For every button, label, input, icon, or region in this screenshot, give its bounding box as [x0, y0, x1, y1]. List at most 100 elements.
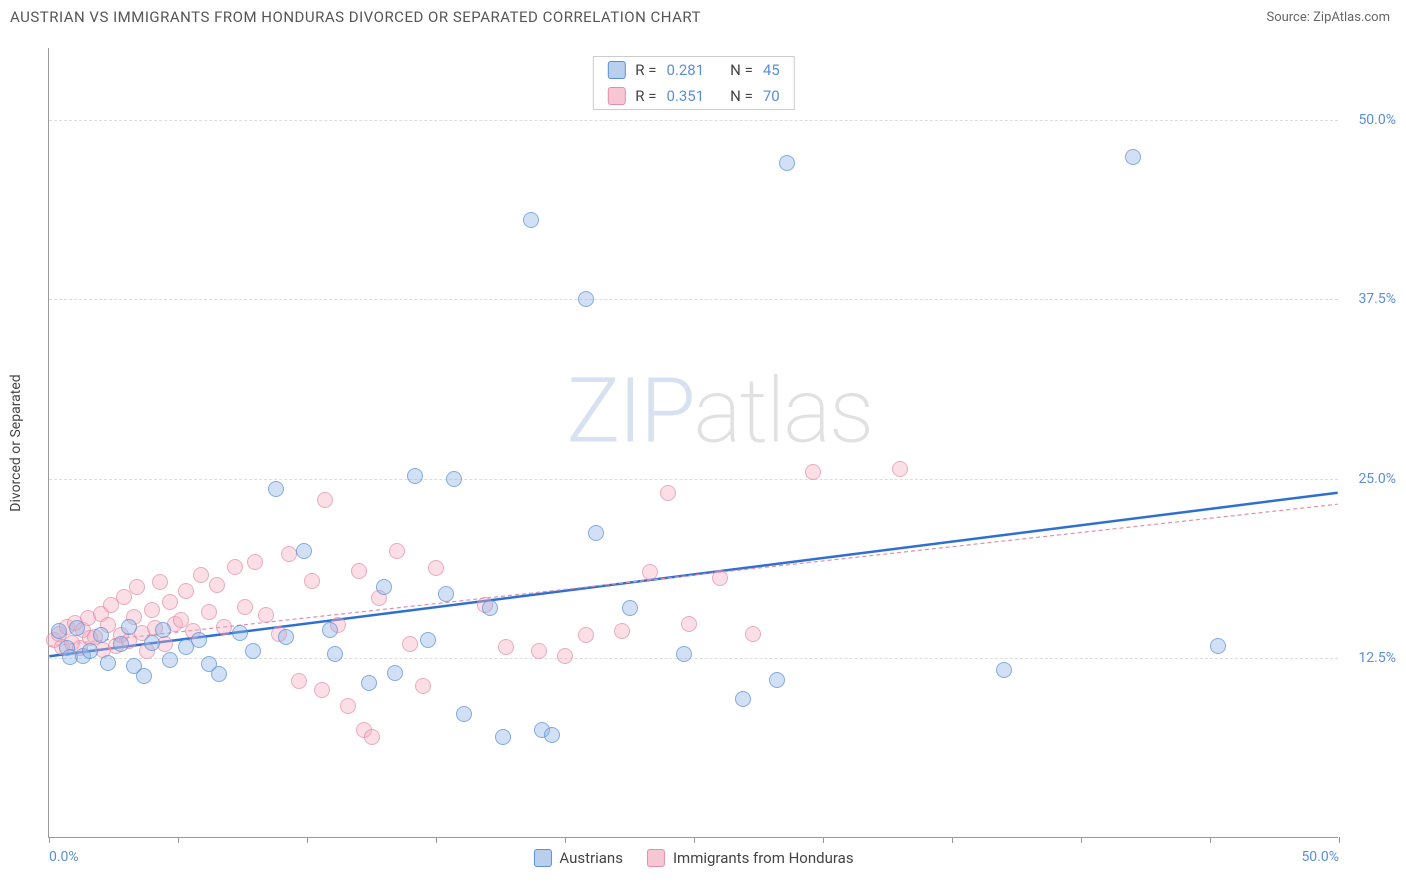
scatter-point-austrians: [438, 586, 454, 602]
x-tick: [952, 837, 953, 843]
scatter-point-austrians: [278, 629, 294, 645]
scatter-point-honduras: [389, 543, 405, 559]
legend-swatch: [647, 849, 665, 867]
scatter-point-honduras: [227, 559, 243, 575]
legend-swatch: [607, 61, 625, 79]
x-tick: [178, 837, 179, 843]
scatter-point-austrians: [93, 627, 109, 643]
scatter-point-honduras: [642, 564, 658, 580]
x-tick: [823, 837, 824, 843]
scatter-point-honduras: [428, 560, 444, 576]
y-tick-label: 12.5%: [1358, 650, 1396, 666]
scatter-point-austrians: [162, 652, 178, 668]
legend-item-honduras: Immigrants from Honduras: [647, 849, 854, 867]
scatter-point-honduras: [712, 570, 728, 586]
source-attribution: Source: ZipAtlas.com: [1266, 10, 1390, 25]
y-tick-label: 25.0%: [1358, 471, 1396, 487]
x-tick-label: 50.0%: [1301, 849, 1339, 865]
scatter-point-austrians: [100, 655, 116, 671]
scatter-point-honduras: [531, 643, 547, 659]
scatter-point-honduras: [805, 464, 821, 480]
scatter-point-honduras: [364, 729, 380, 745]
legend-swatch: [607, 87, 625, 105]
scatter-point-austrians: [544, 727, 560, 743]
scatter-point-austrians: [82, 643, 98, 659]
scatter-point-honduras: [351, 563, 367, 579]
scatter-point-austrians: [322, 622, 338, 638]
scatter-point-austrians: [456, 706, 472, 722]
scatter-point-austrians: [69, 620, 85, 636]
scatter-point-honduras: [247, 554, 263, 570]
chart-area: Divorced or Separated ZIPatlas R =0.281N…: [48, 48, 1388, 838]
plot-region: ZIPatlas R =0.281N =45R =0.351N =70 Aust…: [48, 48, 1338, 838]
scatter-point-austrians: [446, 471, 462, 487]
legend-row-honduras: R =0.351N =70: [593, 83, 793, 109]
x-tick: [1210, 837, 1211, 843]
scatter-point-austrians: [735, 691, 751, 707]
scatter-point-honduras: [216, 619, 232, 635]
scatter-point-austrians: [769, 672, 785, 688]
scatter-point-honduras: [201, 604, 217, 620]
x-tick: [49, 837, 50, 843]
scatter-point-honduras: [291, 673, 307, 689]
gridline: [49, 299, 1338, 300]
scatter-point-austrians: [268, 481, 284, 497]
scatter-point-austrians: [482, 600, 498, 616]
scatter-point-austrians: [296, 543, 312, 559]
scatter-point-austrians: [407, 468, 423, 484]
scatter-point-austrians: [622, 600, 638, 616]
scatter-point-honduras: [317, 492, 333, 508]
scatter-point-honduras: [614, 623, 630, 639]
scatter-point-austrians: [327, 646, 343, 662]
legend-row-austrians: R =0.281N =45: [593, 57, 793, 83]
scatter-point-austrians: [495, 729, 511, 745]
y-tick-label: 37.5%: [1358, 291, 1396, 307]
scatter-point-honduras: [281, 546, 297, 562]
x-tick: [1081, 837, 1082, 843]
scatter-point-honduras: [557, 648, 573, 664]
scatter-point-honduras: [578, 627, 594, 643]
scatter-point-austrians: [121, 619, 137, 635]
legend-swatch: [533, 849, 551, 867]
scatter-point-honduras: [209, 577, 225, 593]
scatter-point-honduras: [402, 636, 418, 652]
scatter-point-honduras: [892, 461, 908, 477]
scatter-point-honduras: [498, 639, 514, 655]
scatter-point-honduras: [129, 579, 145, 595]
scatter-point-honduras: [415, 678, 431, 694]
scatter-point-austrians: [1210, 638, 1226, 654]
scatter-point-austrians: [523, 212, 539, 228]
y-tick-label: 50.0%: [1358, 112, 1396, 128]
scatter-point-austrians: [779, 155, 795, 171]
legend-correlation-box: R =0.281N =45R =0.351N =70: [592, 56, 794, 110]
scatter-point-austrians: [191, 632, 207, 648]
scatter-point-honduras: [681, 616, 697, 632]
x-tick-label: 0.0%: [49, 849, 79, 865]
scatter-point-austrians: [136, 668, 152, 684]
x-tick: [565, 837, 566, 843]
scatter-point-austrians: [996, 662, 1012, 678]
legend-item-austrians: Austrians: [533, 849, 623, 867]
scatter-point-austrians: [232, 625, 248, 641]
scatter-point-austrians: [144, 635, 160, 651]
scatter-point-honduras: [152, 574, 168, 590]
scatter-point-honduras: [258, 607, 274, 623]
scatter-point-honduras: [178, 583, 194, 599]
scatter-point-austrians: [361, 675, 377, 691]
scatter-point-austrians: [376, 579, 392, 595]
scatter-point-austrians: [211, 666, 227, 682]
scatter-point-honduras: [745, 626, 761, 642]
scatter-point-austrians: [245, 643, 261, 659]
x-tick: [436, 837, 437, 843]
trendlines-svg: [49, 48, 1338, 837]
scatter-point-austrians: [676, 646, 692, 662]
scatter-point-austrians: [155, 622, 171, 638]
scatter-point-austrians: [588, 525, 604, 541]
x-tick: [307, 837, 308, 843]
scatter-point-honduras: [340, 698, 356, 714]
gridline: [49, 658, 1338, 659]
scatter-point-austrians: [1125, 149, 1141, 165]
y-axis-label: Divorced or Separated: [8, 374, 24, 511]
scatter-point-austrians: [420, 632, 436, 648]
scatter-point-honduras: [144, 602, 160, 618]
